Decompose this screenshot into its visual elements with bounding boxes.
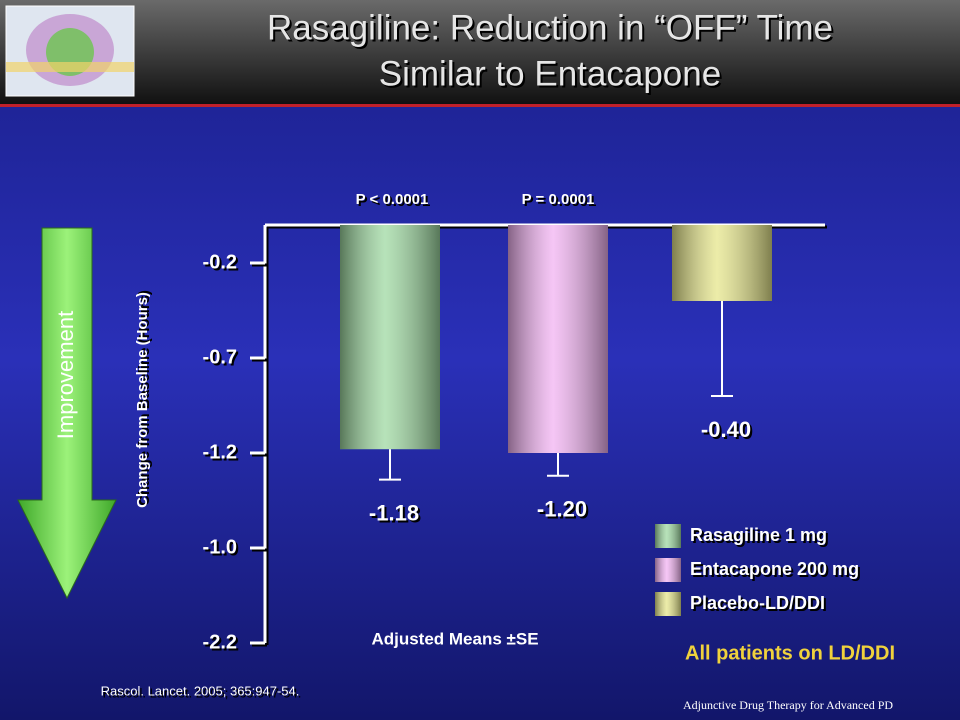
p-value: P < 0.0001 [356, 191, 429, 208]
legend-shade [655, 524, 681, 548]
improvement-arrow [17, 227, 117, 600]
y-tick-label: -0.2 [203, 251, 237, 273]
bar-shade [672, 225, 772, 301]
legend-shade [655, 558, 681, 582]
title: Rasagiline: Reduction in “OFF” Time [267, 8, 833, 47]
y-tick-label: -1.2 [203, 441, 237, 463]
y-tick-label: -1.0 [203, 536, 237, 558]
header-rule [0, 104, 960, 107]
x-axis-label: Adjusted Means ±SE [371, 629, 538, 648]
bar-shade [508, 225, 608, 453]
legend-label: Placebo-LD/DDI [690, 593, 825, 613]
header [0, 0, 960, 104]
bar-shade [340, 225, 440, 450]
title: Similar to Entacapone [379, 54, 721, 93]
value-label: -0.40 [701, 417, 751, 442]
p-value: P = 0.0001 [522, 191, 595, 208]
y-axis-label: Change from Baseline (Hours) [134, 292, 151, 508]
footer: Adjunctive Drug Therapy for Advanced PD [683, 698, 893, 712]
y-tick-label: -0.7 [203, 346, 237, 368]
note: All patients on LD/DDI [685, 642, 895, 664]
y-tick-label: -2.2 [203, 631, 237, 653]
legend-label: Rasagiline 1 mg [690, 525, 827, 545]
legend-label: Entacapone 200 mg [690, 559, 859, 579]
legend-shade [655, 592, 681, 616]
arrow-label: Improvement [53, 311, 78, 439]
value-label: -1.18 [369, 500, 419, 525]
logo [5, 5, 135, 97]
value-label: -1.20 [537, 497, 587, 522]
citation: Rascol. Lancet. 2005; 365:947-54. [101, 683, 300, 698]
